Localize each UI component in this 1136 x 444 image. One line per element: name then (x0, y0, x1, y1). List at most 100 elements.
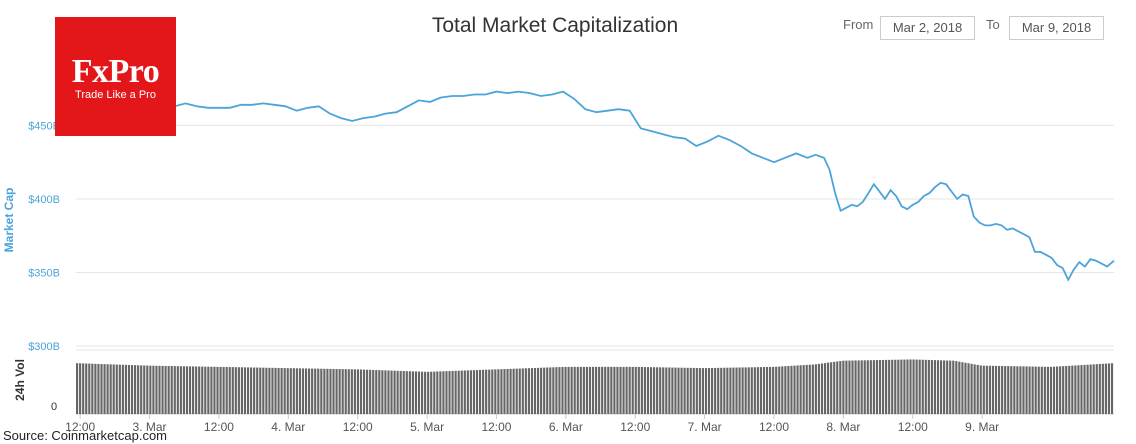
volume-bar (802, 365, 805, 414)
volume-bar (891, 359, 894, 414)
volume-bar (338, 369, 341, 414)
volume-bar (326, 368, 329, 414)
volume-bar (366, 369, 369, 414)
volume-bar (714, 367, 717, 414)
volume-bar (143, 365, 146, 414)
volume-bar (653, 367, 656, 414)
volume-bar (622, 366, 625, 414)
volume-bar (793, 365, 796, 414)
volume-bar (1092, 364, 1095, 414)
volume-bar (665, 367, 668, 414)
volume-bar (1052, 366, 1056, 414)
volume-bar (222, 366, 225, 414)
volume-bar (286, 368, 289, 414)
volume-bar (860, 360, 863, 414)
volume-bar (570, 366, 573, 414)
volume-bar (356, 369, 360, 414)
from-date-input[interactable]: Mar 2, 2018 (880, 16, 975, 40)
volume-bar (759, 367, 763, 414)
volume-bar (842, 360, 845, 414)
volume-bar (906, 359, 909, 414)
volume-bar (466, 370, 469, 414)
volume-bar (225, 367, 228, 414)
volume-bar (961, 362, 964, 414)
volume-bar (155, 365, 158, 414)
volume-bar (796, 365, 799, 414)
volume-bar (237, 367, 240, 414)
volume-bars (76, 359, 1114, 414)
volume-bar (1046, 366, 1049, 414)
volume-bar (1077, 365, 1080, 414)
from-label: From (843, 17, 874, 32)
volume-bar (292, 368, 295, 414)
volume-bar (451, 370, 454, 414)
volume-bar (439, 371, 442, 414)
volume-bar (662, 367, 665, 414)
volume-bar (231, 367, 234, 414)
volume-bar (909, 359, 912, 414)
volume-bar (738, 367, 741, 414)
volume-bar (402, 371, 405, 414)
volume-bar (689, 367, 692, 414)
volume-bar (946, 360, 949, 414)
volume-bar (582, 366, 585, 414)
volume-bar (863, 360, 866, 414)
volume-bar (649, 367, 653, 414)
volume-bar (671, 367, 674, 414)
volume-bar (546, 367, 549, 414)
volume-bar (631, 366, 634, 414)
volume-bar (314, 368, 317, 414)
x-tick-label-9: 7. Mar (688, 420, 722, 434)
volume-bar (918, 359, 921, 414)
volume-bar (82, 363, 85, 414)
volume-bar (1034, 366, 1037, 414)
volume-bar (613, 366, 616, 414)
volume-bar (381, 370, 384, 414)
volume-bar (521, 368, 524, 414)
volume-bar (103, 364, 106, 414)
volume-bar (781, 366, 784, 414)
volume-bar (717, 367, 720, 414)
volume-bar (857, 360, 860, 414)
volume-bar (475, 370, 479, 414)
volume-bar (692, 367, 695, 414)
volume-bar (1080, 365, 1083, 414)
volume-bar (747, 367, 750, 414)
volume-bar (88, 363, 91, 414)
volume-bar (698, 368, 701, 414)
volume-bar (161, 365, 164, 414)
volume-bar (124, 364, 127, 414)
logo-word: FxPro (71, 53, 160, 90)
volume-bar (494, 369, 497, 414)
volume-bar (869, 360, 872, 414)
volume-bar (228, 367, 231, 414)
x-tick-label-3: 4. Mar (271, 420, 305, 434)
volume-bar (442, 371, 445, 414)
volume-bar (775, 366, 778, 414)
volume-bar (872, 360, 875, 414)
volume-bar (949, 360, 952, 414)
volume-bar (91, 363, 94, 414)
volume-bar (567, 366, 570, 414)
volume-bar (524, 368, 527, 414)
volume-bar (964, 362, 967, 414)
volume-bar (350, 369, 353, 414)
volume-bar (112, 364, 115, 414)
volume-bar (848, 360, 851, 414)
volume-bar (674, 367, 677, 414)
volume-bar (1110, 363, 1114, 414)
y-tick-label-0: $300B (28, 341, 60, 353)
volume-bar (1098, 363, 1101, 414)
volume-bar (503, 369, 506, 414)
volume-bar (952, 360, 955, 414)
volume-bar (903, 359, 906, 414)
volume-bar (469, 370, 472, 414)
volume-bar (518, 368, 521, 414)
volume-bar (485, 369, 488, 414)
volume-bar (347, 369, 350, 414)
volume-bar (704, 368, 708, 414)
volume-bar (772, 366, 775, 414)
to-date-input[interactable]: Mar 9, 2018 (1009, 16, 1104, 40)
volume-bar (298, 368, 302, 414)
